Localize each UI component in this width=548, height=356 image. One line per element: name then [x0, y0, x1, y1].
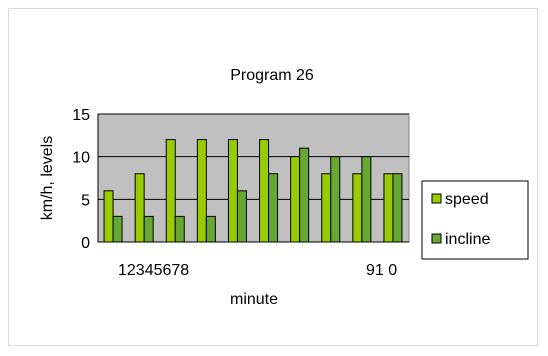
bar-incline-1	[112, 215, 123, 243]
bar-speed-6	[259, 139, 270, 243]
y-tick-label: 5	[81, 192, 90, 209]
bars	[103, 139, 403, 243]
bar-speed-7	[290, 156, 301, 243]
y-tick-label: 10	[72, 150, 90, 167]
legend-swatch-incline	[431, 233, 442, 244]
bar-incline-5	[236, 190, 247, 243]
bar-speed-8	[321, 173, 332, 243]
x-tick-label-9-10: 91 0	[366, 262, 397, 279]
bar-speed-10	[383, 173, 394, 243]
y-axis-label: km/h, levels	[39, 136, 56, 220]
bar-incline-7	[299, 147, 310, 243]
y-tick-labels: 0 5 10 15	[72, 107, 90, 252]
x-axis-label: minute	[230, 291, 278, 308]
bar-incline-3	[174, 215, 185, 243]
bar-speed-2	[134, 173, 145, 243]
bar-incline-2	[143, 215, 154, 243]
bar-incline-6	[268, 173, 279, 243]
chart-title: Program 26	[230, 67, 314, 84]
y-tick-label: 15	[72, 107, 90, 124]
legend-label-speed: speed	[445, 191, 489, 208]
legend-swatch-speed	[431, 193, 442, 204]
bar-speed-3	[165, 139, 176, 243]
x-tick-label-1-8: 12345678	[118, 262, 189, 279]
bar-incline-10	[392, 173, 403, 243]
bar-speed-4	[196, 139, 207, 243]
bar-speed-9	[352, 173, 363, 243]
legend-label-incline: incline	[445, 231, 490, 248]
bar-incline-8	[330, 156, 341, 243]
y-tick-label: 0	[81, 235, 90, 252]
bar-speed-5	[227, 139, 238, 243]
bar-incline-9	[361, 156, 372, 243]
bar-incline-4	[205, 215, 216, 243]
bar-speed-1	[103, 190, 114, 243]
